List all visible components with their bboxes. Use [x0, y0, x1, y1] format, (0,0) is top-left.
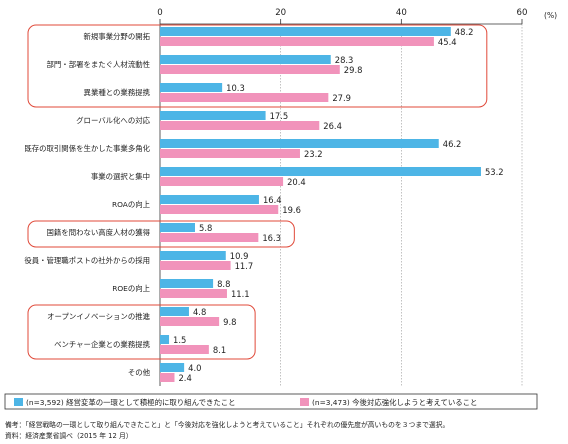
- value-label: 16.4: [263, 195, 282, 205]
- category-label: ベンチャー企業との業務提携: [54, 340, 150, 349]
- bar-series-0: [160, 83, 223, 92]
- value-label: 46.2: [443, 139, 462, 149]
- note-remarks: 備考：「経営戦略の一環として取り組んできたこと」と「今後対応を強化しようと考えて…: [5, 420, 449, 429]
- highlight-box: [27, 24, 488, 108]
- value-label: 28.3: [335, 55, 354, 65]
- highlight-boxes: [27, 24, 488, 360]
- bar-series-0: [160, 111, 266, 120]
- value-label: 27.9: [332, 93, 351, 103]
- bar-series-1: [160, 233, 259, 242]
- value-label: 23.2: [304, 149, 323, 159]
- bar-series-0: [160, 167, 481, 176]
- category-label: オープンイノベーションの推進: [47, 312, 150, 321]
- value-labels: 48.245.4 28.329.8 10.3 27.9 17.5 26.4 46.2 23.2…: [173, 27, 504, 383]
- value-label: 16.3: [262, 233, 281, 243]
- value-label: 45.4: [438, 37, 457, 47]
- value-label: 2.4: [178, 373, 191, 383]
- bar-series-1: [160, 317, 220, 326]
- value-label: 11.7: [235, 261, 254, 271]
- bar-series-1: [160, 205, 279, 214]
- value-label: 26.4: [323, 121, 342, 131]
- bar-series-0: [160, 251, 226, 260]
- bar-series-1: [160, 373, 175, 382]
- grid-lines: [280, 24, 523, 386]
- category-label: 事業の選択と集中: [91, 172, 150, 181]
- legend-frame: [4, 393, 538, 410]
- bar-series-1: [160, 65, 340, 74]
- bar-series-1: [160, 177, 284, 186]
- value-label: 19.6: [282, 205, 301, 215]
- tick-label: 0: [157, 8, 162, 18]
- legend-swatch-0: [14, 398, 23, 406]
- bar-series-1: [160, 93, 329, 102]
- tick-label: 20: [275, 8, 286, 18]
- value-label: 8.8: [217, 279, 230, 289]
- bar-series-0: [160, 195, 259, 204]
- legend: (n=3,592) 経営変革の一環として積極的に取り組んできたこと (n=3,4…: [4, 393, 538, 410]
- bar-series-1: [160, 261, 231, 270]
- value-label: 48.2: [455, 27, 474, 37]
- bar-series-1: [160, 37, 434, 46]
- bar-series-0: [160, 223, 195, 232]
- value-label: 10.9: [230, 251, 249, 261]
- category-label: 新規事業分野の開拓: [83, 32, 150, 41]
- highlight-box: [27, 304, 256, 360]
- bar-series-0: [160, 363, 185, 372]
- legend-label-1: (n=3,473) 今後対応強化しようと考えていること: [312, 398, 477, 407]
- bar-series-1: [160, 149, 300, 158]
- legend-label-0: (n=3,592) 経営変革の一環として積極的に取り組んできたこと: [26, 398, 236, 407]
- value-label: 29.8: [344, 65, 363, 75]
- bars: [160, 27, 481, 382]
- bar-series-1: [160, 345, 209, 354]
- category-label: 既存の取引関係を生かした事業多角化: [24, 144, 150, 153]
- bar-series-1: [160, 289, 227, 298]
- tick-label: 60: [517, 8, 528, 18]
- value-label: 17.5: [270, 111, 289, 121]
- category-labels: 新規事業分野の開拓部門・部署をまたぐ人材流動性異業種との業務提携グローバル化への…: [24, 32, 150, 377]
- category-label: 役員・管理職ポストの社外からの採用: [24, 256, 150, 265]
- category-label: 国籍を問わない高度人材の獲得: [47, 228, 151, 237]
- bar-series-0: [160, 55, 331, 64]
- value-label: 5.8: [199, 223, 212, 233]
- value-label: 9.8: [223, 317, 236, 327]
- value-label: 10.3: [226, 83, 245, 93]
- bar-series-1: [160, 121, 320, 130]
- value-label: 11.1: [231, 289, 250, 299]
- category-label: ROEの向上: [112, 284, 150, 293]
- legend-swatch-1: [300, 398, 309, 406]
- tick-label: 40: [396, 8, 407, 18]
- value-label: 4.8: [193, 307, 206, 317]
- value-label: 20.4: [287, 177, 306, 187]
- bar-series-0: [160, 335, 170, 344]
- category-label: グローバル化への対応: [76, 116, 150, 125]
- value-label: 8.1: [213, 345, 226, 355]
- note-source: 資料：経済産業省調べ（2015 年 12 月）: [5, 431, 133, 440]
- value-label: 53.2: [485, 167, 504, 177]
- category-label: ROAの向上: [112, 200, 151, 209]
- category-label: その他: [128, 368, 151, 377]
- value-label: 1.5: [173, 335, 186, 345]
- unit-label: (%): [544, 11, 557, 20]
- bar-series-0: [160, 27, 451, 36]
- category-label: 部門・部署をまたぐ人材流動性: [47, 60, 150, 69]
- category-label: 異業種との業務提携: [84, 88, 150, 97]
- highlight-box: [27, 220, 295, 248]
- value-label: 4.0: [188, 363, 201, 373]
- bar-series-0: [160, 279, 214, 288]
- bar-series-0: [160, 139, 439, 148]
- bar-series-0: [160, 307, 189, 316]
